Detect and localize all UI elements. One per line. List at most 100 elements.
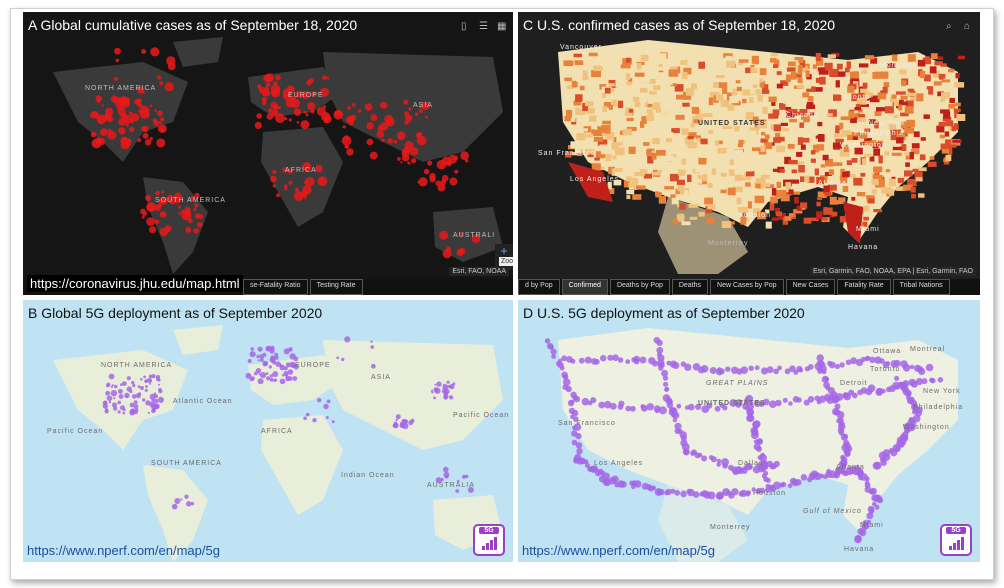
county-cell [735, 80, 741, 84]
county-cell [810, 150, 816, 155]
county-cell [633, 182, 638, 190]
county-cell [833, 162, 843, 166]
list-icon[interactable]: ☰ [479, 21, 488, 32]
county-cell [720, 172, 727, 177]
county-cell [909, 152, 914, 160]
county-cell [608, 73, 617, 78]
county-cell [618, 100, 624, 109]
county-cell [860, 88, 869, 93]
us-5g-map[interactable] [518, 300, 980, 562]
tab-cases-by-pop[interactable]: d by Pop [518, 279, 560, 295]
map-marker [149, 104, 153, 108]
home-icon[interactable]: ⌂ [964, 21, 971, 32]
zoom-tooltip: Zoo [498, 257, 513, 266]
coverage-marker [751, 487, 756, 492]
county-cell [948, 68, 955, 73]
county-cell [639, 169, 645, 176]
map-marker [342, 125, 346, 129]
map-marker [198, 214, 204, 220]
county-cell [828, 109, 837, 117]
county-cell [807, 96, 814, 102]
coverage-marker [878, 358, 885, 364]
source-url[interactable]: https://www.nperf.com/en/map/5g [27, 543, 220, 558]
county-cell [895, 129, 901, 137]
coverage-marker [759, 454, 767, 462]
county-cell [945, 120, 954, 127]
map-marker [269, 377, 274, 382]
county-cell [889, 96, 895, 103]
coverage-marker [867, 384, 876, 393]
coverage-marker [816, 354, 824, 362]
coverage-marker [800, 474, 808, 481]
tab-confirmed[interactable]: Confirmed [561, 279, 608, 295]
county-cell [858, 63, 869, 68]
tab-tribal-nations[interactable]: Tribal Nations [892, 279, 950, 295]
source-url[interactable]: https://www.nperf.com/en/map/5g [522, 543, 715, 558]
map-marker [379, 122, 389, 131]
county-cell [829, 69, 839, 77]
map-marker [150, 47, 160, 57]
tab-fatality-ratio[interactable]: se-Fatality Ratio [243, 279, 308, 295]
county-cell [583, 128, 588, 132]
county-cell [828, 184, 837, 191]
coverage-marker [593, 358, 600, 365]
county-cell [765, 209, 770, 214]
world-cases-map[interactable] [23, 12, 513, 295]
county-cell [776, 181, 782, 189]
county-cell [797, 77, 803, 84]
county-cell [643, 173, 652, 179]
county-cell [918, 193, 925, 198]
county-cell [802, 92, 810, 98]
county-cell [588, 115, 597, 122]
county-cell [939, 134, 945, 139]
county-cell [951, 125, 956, 132]
coverage-marker [676, 403, 682, 409]
grid-icon[interactable]: ▦ [497, 21, 507, 32]
county-cell [660, 170, 668, 178]
source-url[interactable]: https://coronavirus.jhu.edu/map.html [27, 275, 243, 292]
county-cell [608, 104, 613, 110]
county-cell [775, 211, 782, 217]
map-marker [105, 390, 111, 396]
tab-new-cases[interactable]: New Cases [785, 279, 836, 295]
map-marker [108, 373, 115, 380]
county-cell [779, 103, 786, 110]
county-cell [670, 80, 677, 87]
county-cell [685, 87, 695, 96]
county-cell [594, 157, 600, 161]
map-label: Montreal [910, 346, 946, 353]
map-marker [110, 390, 118, 397]
county-cell [907, 54, 916, 62]
tab-deaths[interactable]: Deaths [671, 279, 709, 295]
county-cell [833, 133, 843, 138]
county-cell [599, 144, 609, 151]
county-cell [574, 145, 582, 154]
county-cell [760, 183, 771, 187]
coverage-marker [878, 451, 887, 460]
map-marker [149, 382, 152, 385]
map-marker [326, 76, 330, 80]
county-cell [761, 131, 766, 136]
county-cell [701, 84, 708, 91]
county-cell [626, 176, 632, 182]
coverage-marker [558, 358, 563, 363]
county-cell [773, 124, 781, 132]
tab-new-cases-by-pop[interactable]: New Cases by Pop [710, 279, 784, 295]
search-icon[interactable]: ⌕ [946, 21, 952, 32]
tab-deaths-by-pop[interactable]: Deaths by Pop [609, 279, 670, 295]
map-marker [96, 99, 101, 103]
county-cell [593, 66, 603, 72]
county-cell [888, 178, 896, 187]
bookmark-icon[interactable]: ▯ [461, 21, 467, 32]
us-cases-choropleth[interactable] [518, 12, 980, 295]
county-cell [877, 92, 887, 100]
tab-fatality-rate[interactable]: Fatality Rate [837, 279, 891, 295]
map-marker [443, 471, 450, 478]
county-cell [768, 96, 777, 102]
county-cell [839, 175, 848, 184]
coverage-marker [874, 504, 880, 510]
tab-testing-rate[interactable]: Testing Rate [309, 279, 363, 295]
map-marker [197, 221, 203, 228]
world-5g-map[interactable] [23, 300, 513, 562]
county-cell [672, 218, 678, 225]
